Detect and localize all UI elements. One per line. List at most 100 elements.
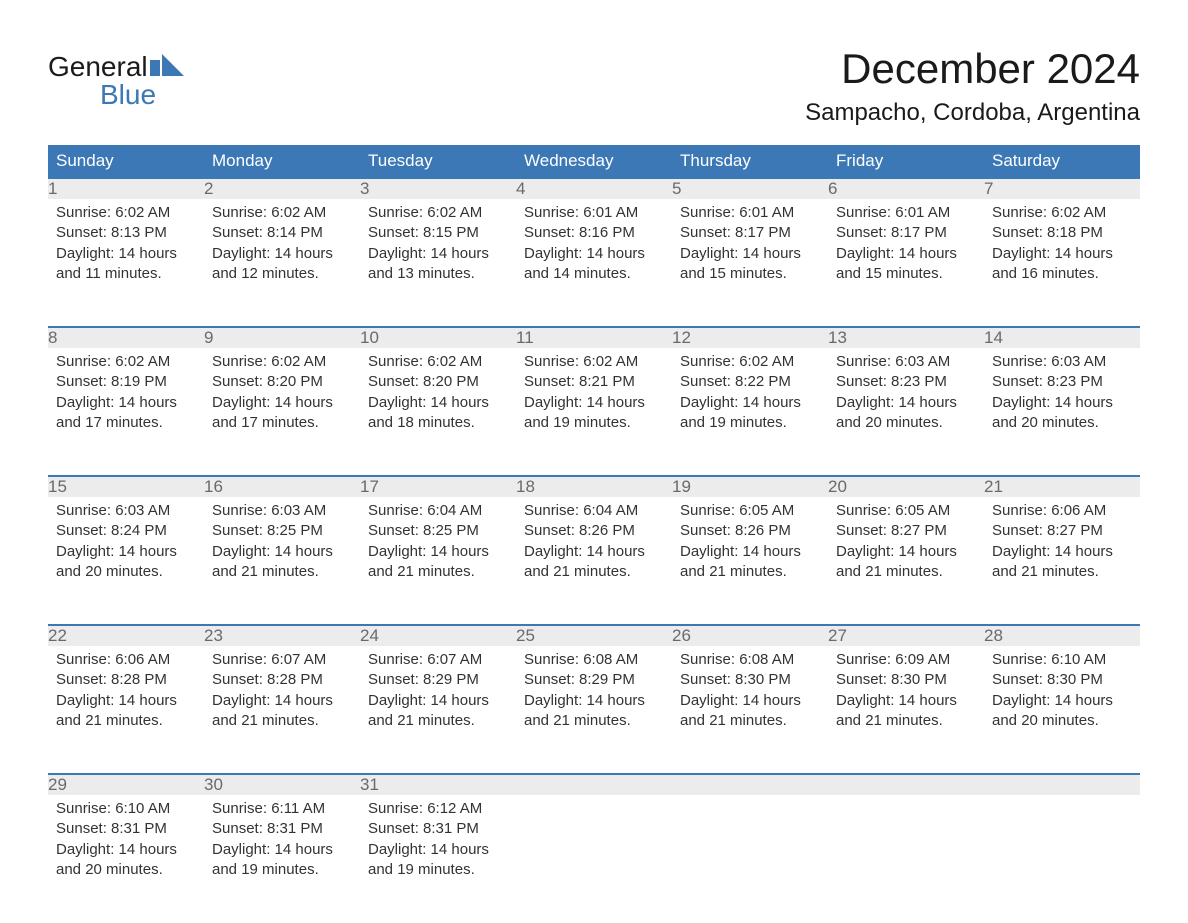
daylight-line2: and 19 minutes. <box>212 860 352 880</box>
daylight-line1: Daylight: 14 hours <box>992 691 1132 711</box>
day-body: Sunrise: 6:12 AMSunset: 8:31 PMDaylight:… <box>360 795 516 890</box>
sunrise-line: Sunrise: 6:11 AM <box>212 799 352 819</box>
sunset-line: Sunset: 8:31 PM <box>56 819 196 839</box>
day-number-cell: 29 <box>48 774 204 795</box>
day-number-cell: 27 <box>828 625 984 646</box>
day-cell: Sunrise: 6:02 AMSunset: 8:15 PMDaylight:… <box>360 199 516 327</box>
sunset-line: Sunset: 8:18 PM <box>992 223 1132 243</box>
sunset-line: Sunset: 8:14 PM <box>212 223 352 243</box>
column-header: Tuesday <box>360 145 516 178</box>
sunrise-line: Sunrise: 6:04 AM <box>368 501 508 521</box>
column-header: Thursday <box>672 145 828 178</box>
week-body-row: Sunrise: 6:02 AMSunset: 8:13 PMDaylight:… <box>48 199 1140 327</box>
day-number-cell: 5 <box>672 178 828 199</box>
week-body-row: Sunrise: 6:10 AMSunset: 8:31 PMDaylight:… <box>48 795 1140 923</box>
sunrise-line: Sunrise: 6:07 AM <box>368 650 508 670</box>
daylight-line1: Daylight: 14 hours <box>56 542 196 562</box>
day-body: Sunrise: 6:05 AMSunset: 8:27 PMDaylight:… <box>828 497 984 592</box>
week-daynum-row: 293031 <box>48 774 1140 795</box>
brand-text-1: General <box>48 53 148 81</box>
sunrise-line: Sunrise: 6:03 AM <box>56 501 196 521</box>
day-body: Sunrise: 6:03 AMSunset: 8:24 PMDaylight:… <box>48 497 204 592</box>
day-body: Sunrise: 6:02 AMSunset: 8:21 PMDaylight:… <box>516 348 672 443</box>
sunrise-line: Sunrise: 6:10 AM <box>992 650 1132 670</box>
brand-logo: General Blue <box>48 45 184 109</box>
day-number-cell: 16 <box>204 476 360 497</box>
day-number-cell: 22 <box>48 625 204 646</box>
day-body: Sunrise: 6:01 AMSunset: 8:16 PMDaylight:… <box>516 199 672 294</box>
daylight-line1: Daylight: 14 hours <box>992 542 1132 562</box>
sunset-line: Sunset: 8:31 PM <box>368 819 508 839</box>
sunset-line: Sunset: 8:30 PM <box>836 670 976 690</box>
daylight-line2: and 20 minutes. <box>56 562 196 582</box>
sunrise-line: Sunrise: 6:02 AM <box>56 352 196 372</box>
day-cell <box>672 795 828 923</box>
sunset-line: Sunset: 8:26 PM <box>524 521 664 541</box>
day-body: Sunrise: 6:02 AMSunset: 8:14 PMDaylight:… <box>204 199 360 294</box>
day-cell: Sunrise: 6:06 AMSunset: 8:27 PMDaylight:… <box>984 497 1140 625</box>
day-cell: Sunrise: 6:02 AMSunset: 8:20 PMDaylight:… <box>204 348 360 476</box>
daylight-line2: and 21 minutes. <box>56 711 196 731</box>
day-number-cell: 1 <box>48 178 204 199</box>
day-cell: Sunrise: 6:04 AMSunset: 8:25 PMDaylight:… <box>360 497 516 625</box>
sunset-line: Sunset: 8:17 PM <box>680 223 820 243</box>
flag-icon <box>150 53 184 81</box>
day-number-cell: 17 <box>360 476 516 497</box>
week-daynum-row: 15161718192021 <box>48 476 1140 497</box>
sunrise-line: Sunrise: 6:06 AM <box>56 650 196 670</box>
daylight-line1: Daylight: 14 hours <box>524 244 664 264</box>
day-number-cell: 25 <box>516 625 672 646</box>
day-cell: Sunrise: 6:01 AMSunset: 8:17 PMDaylight:… <box>828 199 984 327</box>
day-body: Sunrise: 6:03 AMSunset: 8:25 PMDaylight:… <box>204 497 360 592</box>
week-daynum-row: 22232425262728 <box>48 625 1140 646</box>
sunrise-line: Sunrise: 6:08 AM <box>680 650 820 670</box>
title-block: December 2024 Sampacho, Cordoba, Argenti… <box>805 45 1140 127</box>
daylight-line1: Daylight: 14 hours <box>56 840 196 860</box>
sunset-line: Sunset: 8:19 PM <box>56 372 196 392</box>
daylight-line2: and 13 minutes. <box>368 264 508 284</box>
sunrise-line: Sunrise: 6:02 AM <box>524 352 664 372</box>
day-cell: Sunrise: 6:03 AMSunset: 8:23 PMDaylight:… <box>828 348 984 476</box>
day-number-cell: 12 <box>672 327 828 348</box>
sunrise-line: Sunrise: 6:01 AM <box>524 203 664 223</box>
day-cell: Sunrise: 6:11 AMSunset: 8:31 PMDaylight:… <box>204 795 360 923</box>
brand-text-2: Blue <box>48 81 184 109</box>
week-body-row: Sunrise: 6:02 AMSunset: 8:19 PMDaylight:… <box>48 348 1140 476</box>
day-cell: Sunrise: 6:02 AMSunset: 8:14 PMDaylight:… <box>204 199 360 327</box>
day-number-cell: 2 <box>204 178 360 199</box>
daylight-line1: Daylight: 14 hours <box>680 393 820 413</box>
daylight-line2: and 18 minutes. <box>368 413 508 433</box>
daylight-line1: Daylight: 14 hours <box>680 691 820 711</box>
column-header: Saturday <box>984 145 1140 178</box>
day-body: Sunrise: 6:02 AMSunset: 8:22 PMDaylight:… <box>672 348 828 443</box>
daylight-line2: and 15 minutes. <box>680 264 820 284</box>
daylight-line1: Daylight: 14 hours <box>56 244 196 264</box>
day-cell: Sunrise: 6:08 AMSunset: 8:30 PMDaylight:… <box>672 646 828 774</box>
day-body: Sunrise: 6:02 AMSunset: 8:13 PMDaylight:… <box>48 199 204 294</box>
day-body: Sunrise: 6:08 AMSunset: 8:29 PMDaylight:… <box>516 646 672 741</box>
daylight-line2: and 20 minutes. <box>992 711 1132 731</box>
day-cell: Sunrise: 6:03 AMSunset: 8:24 PMDaylight:… <box>48 497 204 625</box>
daylight-line2: and 15 minutes. <box>836 264 976 284</box>
sunset-line: Sunset: 8:21 PM <box>524 372 664 392</box>
column-header: Friday <box>828 145 984 178</box>
sunset-line: Sunset: 8:16 PM <box>524 223 664 243</box>
day-cell: Sunrise: 6:03 AMSunset: 8:25 PMDaylight:… <box>204 497 360 625</box>
column-header: Wednesday <box>516 145 672 178</box>
day-body: Sunrise: 6:03 AMSunset: 8:23 PMDaylight:… <box>984 348 1140 443</box>
daylight-line2: and 21 minutes. <box>524 711 664 731</box>
daylight-line1: Daylight: 14 hours <box>680 542 820 562</box>
day-cell: Sunrise: 6:02 AMSunset: 8:18 PMDaylight:… <box>984 199 1140 327</box>
daylight-line1: Daylight: 14 hours <box>524 393 664 413</box>
daylight-line2: and 20 minutes. <box>56 860 196 880</box>
column-header: Monday <box>204 145 360 178</box>
daylight-line2: and 21 minutes. <box>992 562 1132 582</box>
day-body: Sunrise: 6:03 AMSunset: 8:23 PMDaylight:… <box>828 348 984 443</box>
sunrise-line: Sunrise: 6:02 AM <box>680 352 820 372</box>
daylight-line2: and 21 minutes. <box>368 711 508 731</box>
daylight-line1: Daylight: 14 hours <box>524 691 664 711</box>
sunrise-line: Sunrise: 6:02 AM <box>992 203 1132 223</box>
daylight-line1: Daylight: 14 hours <box>368 691 508 711</box>
day-number-cell: 4 <box>516 178 672 199</box>
day-number-cell <box>828 774 984 795</box>
